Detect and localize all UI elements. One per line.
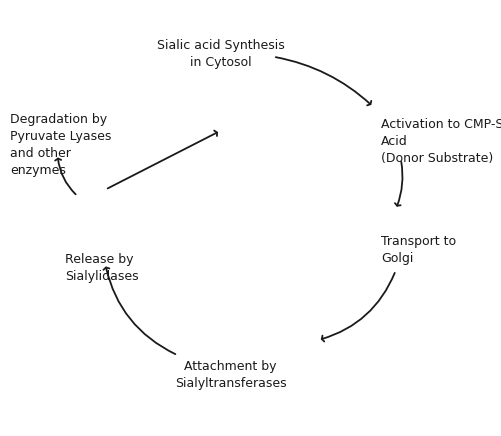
Text: Degradation by
Pyruvate Lyases
and other
enzymes: Degradation by Pyruvate Lyases and other… [10, 113, 111, 177]
Text: Release by
Sialylidases: Release by Sialylidases [65, 253, 139, 283]
Text: Activation to CMP-Sialic
Acid
(Donor Substrate): Activation to CMP-Sialic Acid (Donor Sub… [381, 118, 501, 165]
Text: Sialic acid Synthesis
in Cytosol: Sialic acid Synthesis in Cytosol [157, 39, 284, 69]
Text: Transport to
Golgi: Transport to Golgi [381, 235, 456, 266]
Text: Attachment by
Sialyltransferases: Attachment by Sialyltransferases [175, 360, 286, 390]
